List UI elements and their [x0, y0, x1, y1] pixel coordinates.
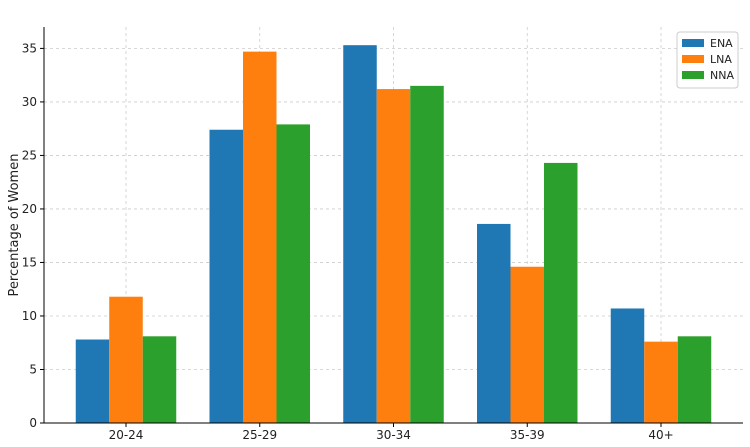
y-tick-label: 5 — [29, 362, 37, 376]
legend-swatch-lna — [682, 55, 704, 63]
y-tick-label: 35 — [22, 41, 37, 55]
bar-lna-30-34 — [376, 89, 411, 423]
bar-nna-35-39 — [544, 162, 578, 424]
x-tick-label: 40+ — [648, 428, 673, 442]
bar-ena-30-34 — [343, 45, 377, 424]
bar-ena-35-39 — [477, 223, 511, 423]
bar-nna-40+ — [677, 336, 712, 423]
y-tick-label: 10 — [22, 309, 37, 323]
x-tick-label: 30-34 — [376, 428, 411, 442]
y-tick-label: 0 — [29, 416, 37, 430]
legend-label-ena: ENA — [710, 37, 733, 50]
bar-nna-25-29 — [276, 124, 310, 423]
y-tick-label: 20 — [22, 202, 37, 216]
bar-lna-20-24 — [109, 296, 143, 423]
bar-ena-20-24 — [75, 339, 110, 423]
bar-nna-30-34 — [410, 85, 444, 423]
legend-swatch-nna — [682, 71, 704, 79]
y-axis-title: Percentage of Women — [7, 154, 22, 297]
legend-label-lna: LNA — [710, 53, 732, 66]
bar-lna-40+ — [644, 341, 678, 423]
legend: ENA LNA NNA — [676, 31, 739, 89]
y-tick-label: 25 — [22, 148, 37, 162]
y-tick-label: 15 — [22, 255, 37, 269]
bar-ena-40+ — [610, 308, 645, 423]
x-tick-label: 25-29 — [242, 428, 277, 442]
legend-label-nna: NNA — [710, 69, 734, 82]
bar-nna-20-24 — [142, 336, 177, 423]
y-tick-label: 30 — [22, 95, 37, 109]
x-tick-label: 20-24 — [109, 428, 144, 442]
bars — [75, 45, 712, 424]
x-ticks: 20-24 25-29 30-34 35-39 40+ — [109, 423, 674, 442]
y-ticks: 0 5 10 15 20 25 30 35 — [22, 41, 44, 430]
bar-lna-25-29 — [243, 51, 277, 424]
legend-swatch-ena — [682, 39, 704, 47]
x-tick-label: 35-39 — [510, 428, 545, 442]
bar-ena-25-29 — [209, 129, 243, 423]
bar-lna-35-39 — [510, 266, 544, 423]
